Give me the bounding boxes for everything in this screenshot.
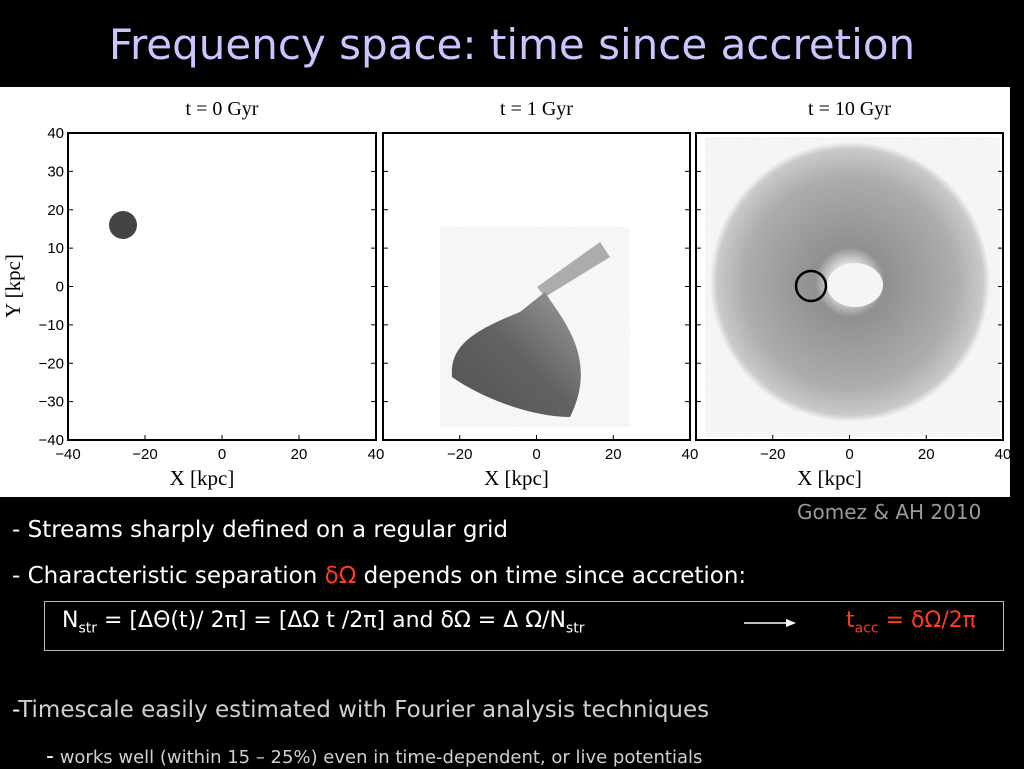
y-tick-label: −40 xyxy=(39,432,64,449)
x-tick-label: 20 xyxy=(605,446,622,463)
particle-cloud xyxy=(705,137,1000,437)
y-tick-label: −20 xyxy=(39,355,64,372)
x-tick-label: 40 xyxy=(682,446,699,463)
text: Timescale easily estimated with Fourier … xyxy=(18,697,710,723)
particle-cloud xyxy=(109,211,137,239)
y-tick-label: 10 xyxy=(47,240,64,257)
x-axis-label: X [kpc] xyxy=(484,466,549,490)
panel-title: t = 1 Gyr xyxy=(500,98,573,120)
dash: - xyxy=(12,697,19,723)
citation: Gomez & AH 2010 xyxy=(797,500,982,524)
subscript: str xyxy=(78,620,98,637)
x-tick-label: 20 xyxy=(291,446,308,463)
x-tick-label: 0 xyxy=(532,446,540,463)
symbol: δΩ xyxy=(324,563,357,589)
sub-bullet: - works well (within 15 – 25%) even in t… xyxy=(46,744,702,769)
bullet: - Streams sharply defined on a regular g… xyxy=(12,517,508,543)
text: = δΩ/2π xyxy=(878,608,976,633)
dash: - xyxy=(46,744,54,769)
equation-box xyxy=(44,601,1004,651)
x-tick-label: −20 xyxy=(760,446,785,463)
y-axis-label: Y [kpc] xyxy=(1,254,25,318)
x-tick-label: 0 xyxy=(218,446,226,463)
text: - Characteristic separation xyxy=(12,563,325,589)
x-tick-label: 40 xyxy=(995,446,1010,463)
x-tick-label: 40 xyxy=(368,446,385,463)
subscript: acc xyxy=(854,620,879,637)
text: = [ΔΘ(t)/ 2π] = [ΔΩ t /2π] and δΩ = Δ Ω/… xyxy=(97,608,566,633)
equation-result: tacc = δΩ/2π xyxy=(846,608,976,636)
text: t xyxy=(846,608,855,633)
bullet: -Timescale easily estimated with Fourier… xyxy=(12,697,709,723)
x-tick-label: −20 xyxy=(132,446,157,463)
y-tick-label: 40 xyxy=(47,125,64,142)
y-tick-label: 30 xyxy=(47,163,64,180)
arrow xyxy=(744,619,796,627)
x-axis-label: X [kpc] xyxy=(170,466,235,490)
x-tick-label: −40 xyxy=(55,446,80,463)
text: works well (within 15 – 25%) even in tim… xyxy=(59,747,703,768)
x-tick-label: −20 xyxy=(447,446,472,463)
y-tick-label: −30 xyxy=(39,394,64,411)
particle-cloud xyxy=(440,227,630,427)
bullet: - Characteristic separation δΩ depends o… xyxy=(12,563,746,589)
x-tick-label: 20 xyxy=(918,446,935,463)
x-tick-label: 0 xyxy=(845,446,853,463)
x-axis-label: X [kpc] xyxy=(797,466,862,490)
text: N xyxy=(62,608,79,633)
panel-title: t = 0 Gyr xyxy=(186,98,259,120)
subscript: str xyxy=(565,620,585,637)
y-tick-label: 0 xyxy=(56,279,64,296)
text: depends on time since accretion: xyxy=(356,563,747,589)
figure: t = 0 Gyr X [kpc] −40 −20 0 20 40 40 30 20 10 0 −10 −… xyxy=(0,87,1010,497)
equation: Nstr = [ΔΘ(t)/ 2π] = [ΔΩ t /2π] and δΩ =… xyxy=(62,608,584,636)
slide-title: Frequency space: time since accretion xyxy=(108,20,916,69)
panel-title: t = 10 Gyr xyxy=(808,98,891,120)
y-tick-label: −10 xyxy=(39,317,64,334)
y-tick-label: 20 xyxy=(47,202,64,219)
